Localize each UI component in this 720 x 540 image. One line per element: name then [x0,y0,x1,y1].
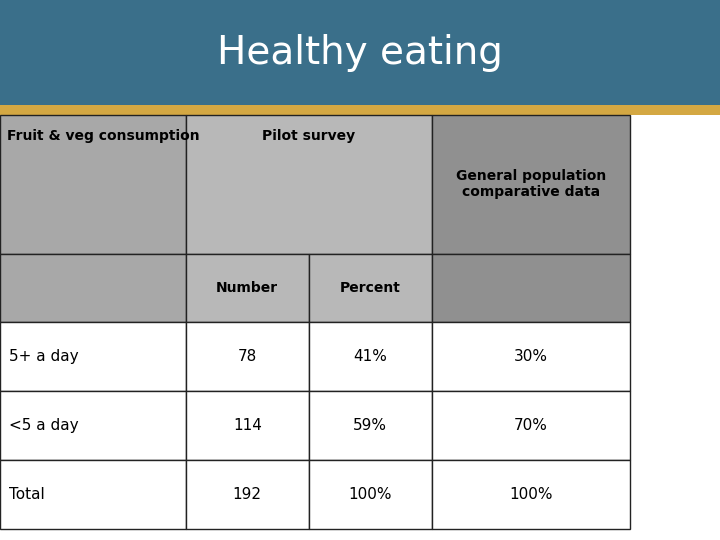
Text: Healthy eating: Healthy eating [217,33,503,72]
Text: 30%: 30% [514,349,548,364]
Bar [186,392,309,461]
Text: 114: 114 [233,418,261,434]
Bar [309,322,431,392]
Bar [186,322,309,392]
Text: 100%: 100% [509,487,552,502]
Text: 70%: 70% [514,418,548,434]
Text: General population
comparative data: General population comparative data [456,170,606,199]
Bar [0,461,186,529]
Bar [431,322,630,392]
Bar [0,105,720,115]
Text: Number: Number [216,281,279,295]
Bar [431,461,630,529]
Text: Total: Total [9,487,45,502]
Bar [0,254,186,322]
Bar [431,392,630,461]
Text: 192: 192 [233,487,262,502]
Text: Pilot survey: Pilot survey [262,129,355,143]
Text: Fruit & veg consumption: Fruit & veg consumption [7,129,200,143]
Text: 78: 78 [238,349,257,364]
Bar [0,392,186,461]
Bar [431,254,630,322]
Bar [431,115,630,254]
Text: 41%: 41% [354,349,387,364]
Bar [0,0,720,105]
Text: <5 a day: <5 a day [9,418,78,434]
Text: Percent: Percent [340,281,400,295]
Bar [186,254,309,322]
Text: 59%: 59% [353,418,387,434]
Text: 100%: 100% [348,487,392,502]
Bar [0,322,186,392]
Bar [186,115,431,254]
Bar [309,461,431,529]
Bar [0,115,186,254]
Text: 5+ a day: 5+ a day [9,349,78,364]
Bar [186,461,309,529]
Bar [309,254,431,322]
Bar [309,392,431,461]
